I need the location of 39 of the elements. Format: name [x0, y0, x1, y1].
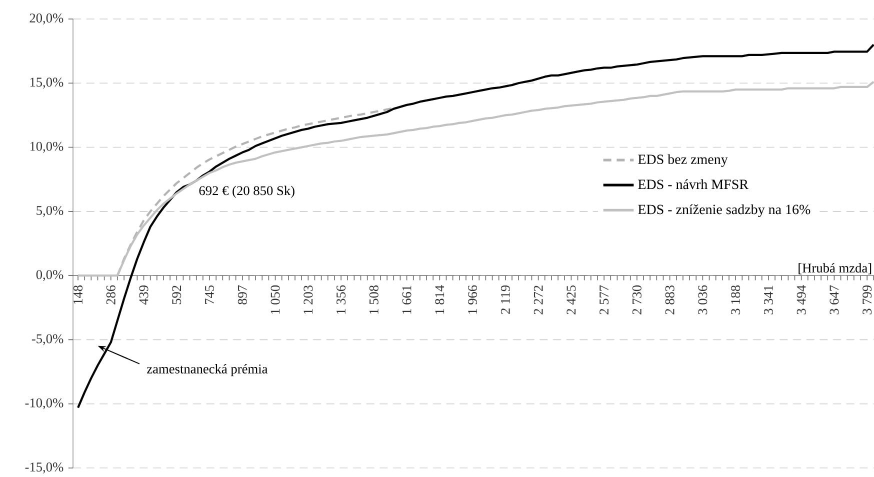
y-tick-label: 0,0%: [36, 270, 64, 282]
y-tick-label: -10,0%: [25, 398, 64, 410]
x-tick-label: 1 050: [270, 285, 280, 314]
x-tick-label: 148: [74, 285, 82, 304]
annotation: zamestnanecká prémia: [147, 364, 268, 376]
x-tick-label: 897: [238, 285, 247, 304]
x-tick-label: 439: [139, 285, 148, 305]
x-tick-label: 2 425: [566, 285, 576, 314]
y-tick-label: 20,0%: [30, 14, 64, 24]
x-tick-label: 592: [172, 286, 182, 304]
x-axis-title: [Hrubá mzda]: [798, 263, 872, 274]
x-tick-label: 2 730: [632, 285, 642, 314]
x-tick-label: 3 647: [830, 285, 839, 314]
x-tick-label: 745: [205, 285, 214, 304]
x-tick-label: 2 577: [600, 285, 609, 314]
x-tick-label: 1 814: [435, 285, 444, 314]
x-tick-label: 1 661: [402, 286, 412, 314]
x-tick-label: 1 356: [336, 285, 346, 314]
annotation: 692 € (20 850 Sk): [199, 186, 294, 198]
x-tick-label: 3 036: [698, 285, 708, 314]
y-tick-label: -5,0%: [32, 334, 64, 346]
x-tick-label: 2 272: [534, 286, 543, 314]
x-tick-label: 1 508: [369, 285, 378, 314]
x-tick-label: 286: [106, 285, 116, 304]
y-tick-label: 15,0%: [30, 78, 64, 89]
x-tick-label: 1 203: [304, 285, 313, 314]
y-tick-label: 5,0%: [36, 206, 64, 217]
legend-label: EDS bez zmeny: [638, 154, 728, 167]
x-tick-label: 3 494: [796, 285, 806, 314]
x-tick-label: 2 883: [665, 285, 674, 314]
y-tick-label: -15,0%: [25, 462, 64, 474]
x-tick-label: 3 799: [862, 285, 872, 314]
x-tick-label: 3 341: [764, 286, 773, 314]
y-tick-label: 10,0%: [30, 142, 64, 153]
legend-label: EDS - návrh MFSR: [638, 179, 748, 190]
x-tick-label: 1 966: [468, 285, 478, 314]
legend-label: EDS - zníženie sadzby na 16%: [638, 204, 810, 218]
x-tick-label: 3 188: [731, 285, 740, 314]
x-tick-label: 2 119: [500, 285, 510, 314]
